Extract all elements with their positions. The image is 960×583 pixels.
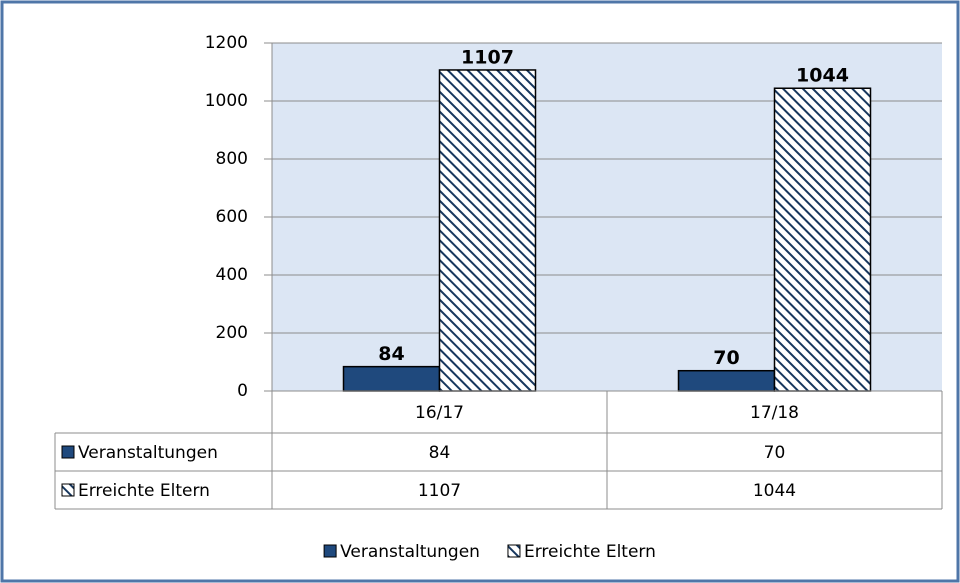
table-header: 17/18 <box>750 403 799 423</box>
bar <box>342 365 441 392</box>
table-key <box>61 445 75 459</box>
table-cell: 1044 <box>753 481 796 501</box>
y-tick-label: 1200 <box>205 33 248 53</box>
table-row-label: Erreichte Eltern <box>78 481 210 501</box>
data-label: 1107 <box>461 46 514 68</box>
table-cell: 84 <box>429 443 451 463</box>
table-row-label: Veranstaltungen <box>78 443 218 463</box>
data-label: 70 <box>713 347 739 369</box>
y-tick-label: 600 <box>216 207 248 227</box>
y-tick-label: 1000 <box>205 91 248 111</box>
legend-key <box>507 544 521 558</box>
legend-label: Erreichte Eltern <box>524 542 656 562</box>
table-cell: 70 <box>764 443 786 463</box>
table-key <box>61 483 75 497</box>
table-cell: 1107 <box>418 481 461 501</box>
bar <box>773 87 872 392</box>
data-label: 1044 <box>796 65 849 87</box>
table-header: 16/17 <box>415 403 464 423</box>
y-tick-label: 800 <box>216 149 248 169</box>
data-label: 84 <box>378 343 404 365</box>
y-tick-label: 0 <box>237 381 248 401</box>
bar <box>438 69 537 392</box>
y-tick-label: 400 <box>216 265 248 285</box>
bar <box>677 369 776 392</box>
y-tick-label: 200 <box>216 323 248 343</box>
legend-key <box>323 544 337 558</box>
legend-label: Veranstaltungen <box>340 542 480 562</box>
